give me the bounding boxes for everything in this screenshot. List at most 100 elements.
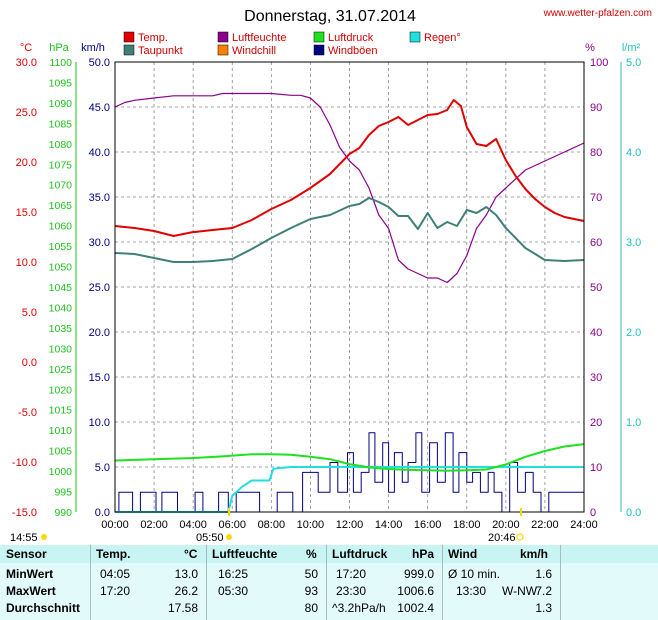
hdr-hum-unit: % — [306, 547, 317, 561]
wind-tick-label: 25.0 — [89, 282, 110, 294]
chart-title: Donnerstag, 31.07.2014 — [244, 8, 416, 25]
avg-temp-value: 17.58 — [167, 601, 198, 615]
unit-rain: l/m² — [622, 42, 641, 54]
summary-header — [0, 545, 658, 563]
pressure-line — [114, 443, 585, 472]
pressure-tick-label: 1095 — [49, 77, 73, 89]
series-lines — [114, 92, 585, 513]
humidity-tick-label: 90 — [590, 102, 602, 114]
pressure-tick-label: 1020 — [49, 384, 73, 396]
humidity-tick-label: 70 — [590, 192, 602, 204]
humidity-tick-label: 60 — [590, 237, 602, 249]
temp-tick-label: -5.0 — [18, 407, 37, 419]
temp-tick-label: 20.0 — [16, 157, 37, 169]
legend-label-humidity: Luftfeuchte — [232, 32, 286, 44]
rain-tick-label: 1.0 — [626, 417, 641, 429]
hdr-hum: Luftfeuchte — [212, 547, 278, 561]
hdr-press: Luftdruck — [332, 547, 388, 561]
max-hum-value: 93 — [304, 584, 318, 598]
max-press-value: 1006.6 — [397, 584, 434, 598]
humidity-tick-label: 40 — [590, 327, 602, 339]
col-divider — [326, 545, 327, 620]
pressure-tick-label: 1000 — [49, 466, 73, 478]
humidity-line — [114, 92, 585, 284]
temp-tick-label: 10.0 — [16, 257, 37, 269]
sun-icon-start — [41, 534, 47, 540]
pressure-tick-label: 1100 — [49, 57, 72, 69]
legend-label-rain: Regen° — [424, 32, 461, 44]
col-divider — [206, 545, 207, 620]
pressure-tick-label: 1005 — [49, 446, 73, 458]
legend-label-pressure: Luftdruck — [328, 32, 374, 44]
min-press-value: 999.0 — [403, 567, 434, 581]
time-tick-label: 12:00 — [336, 519, 364, 531]
unit-wind: km/h — [81, 42, 105, 54]
time-axis: 00:00 02:00 04:00 06:00 08:00 10:00 12:00 14:00… — [101, 519, 598, 531]
rain-tick-label: 0.0 — [626, 507, 641, 519]
min-hum-time: 16:25 — [218, 567, 249, 581]
legend-label-gusts: Windböen — [328, 45, 378, 57]
pressure-tick-label: 1025 — [49, 364, 73, 376]
time-tick-label: 16:00 — [414, 519, 442, 531]
humidity-tick-label: 20 — [590, 417, 602, 429]
dewpoint-line — [114, 197, 585, 263]
legend-swatch-pressure — [313, 31, 325, 43]
wind-tick-label: 15.0 — [89, 372, 110, 384]
pressure-tick-label: 1030 — [49, 343, 73, 355]
site-link[interactable]: www.wetter-pfalzen.com — [543, 8, 652, 19]
wind-tick-label: 45.0 — [89, 102, 110, 114]
sunset-icon — [516, 533, 524, 541]
min-press-time: 17:20 — [336, 567, 367, 581]
max-wind-value: 7.2 — [535, 584, 552, 598]
row-label-max: MaxWert — [6, 584, 56, 598]
pressure-tick-label: 1055 — [49, 241, 73, 253]
time-tick-label: 00:00 — [101, 519, 129, 531]
max-temp-value: 26.2 — [174, 584, 198, 598]
pressure-tick-label: 1070 — [49, 180, 73, 192]
max-wind-direction: W-NW — [502, 584, 538, 598]
unit-humidity: % — [585, 42, 595, 54]
legend-label-temp: Temp. — [138, 32, 168, 44]
pressure-tick-label: 1080 — [49, 139, 73, 151]
pressure-tick-label: 1010 — [49, 425, 73, 437]
pressure-tick-label: 990 — [54, 507, 72, 519]
temp-tick-label: -10.0 — [12, 457, 37, 469]
sunrise-label: 05:50 — [196, 532, 224, 544]
time-tick-label: 06:00 — [218, 519, 246, 531]
pressure-tick-label: 1060 — [49, 221, 73, 233]
wind-tick-label: 35.0 — [89, 192, 110, 204]
rain-tick-label: 2.0 — [626, 327, 641, 339]
wind-tick-label: 40.0 — [89, 147, 110, 159]
humidity-tick-label: 80 — [590, 147, 602, 159]
temp-tick-label: 15.0 — [16, 207, 37, 219]
time-tick-label: 10:00 — [297, 519, 325, 531]
row-label-avg: Durchschnitt — [6, 601, 81, 615]
avg-hum-value: 80 — [304, 601, 318, 615]
pressure-tick-label: 1085 — [49, 118, 73, 130]
humidity-tick-label: 100 — [590, 57, 608, 69]
unit-pressure: hPa — [49, 42, 69, 54]
humidity-tick-label: 50 — [590, 282, 602, 294]
min-temp-time: 04:05 — [100, 567, 131, 581]
plot-frame — [114, 61, 585, 513]
pressure-tick-label: 1035 — [49, 323, 73, 335]
hdr-press-unit: hPa — [412, 547, 435, 561]
pressure-tick-label: 1015 — [49, 405, 73, 417]
hdr-sensor: Sensor — [6, 547, 47, 561]
wind-tick-label: 20.0 — [89, 327, 110, 339]
legend-label-windchill: Windchill — [232, 45, 276, 57]
pressure-axis: 1100 1095 1090 1085 1080 1075 1070 1065 1060 1055… — [49, 57, 77, 519]
unit-temp: °C — [20, 42, 32, 54]
time-tick-label: 02:00 — [140, 519, 168, 531]
avg-wind-value: 1.3 — [535, 601, 552, 615]
col-divider — [90, 545, 91, 620]
max-wind-time: 13:30 — [456, 584, 487, 598]
max-hum-time: 05:30 — [218, 584, 249, 598]
rain-axis: 5.0 4.0 3.0 2.0 1.0 0.0 — [620, 57, 641, 519]
legend-swatch-temp — [123, 31, 135, 43]
pressure-tick-label: 1065 — [49, 200, 73, 212]
wind-tick-label: 10.0 — [89, 417, 110, 429]
humidity-tick-label: 0 — [590, 507, 596, 519]
time-tick-label: 22:00 — [531, 519, 559, 531]
